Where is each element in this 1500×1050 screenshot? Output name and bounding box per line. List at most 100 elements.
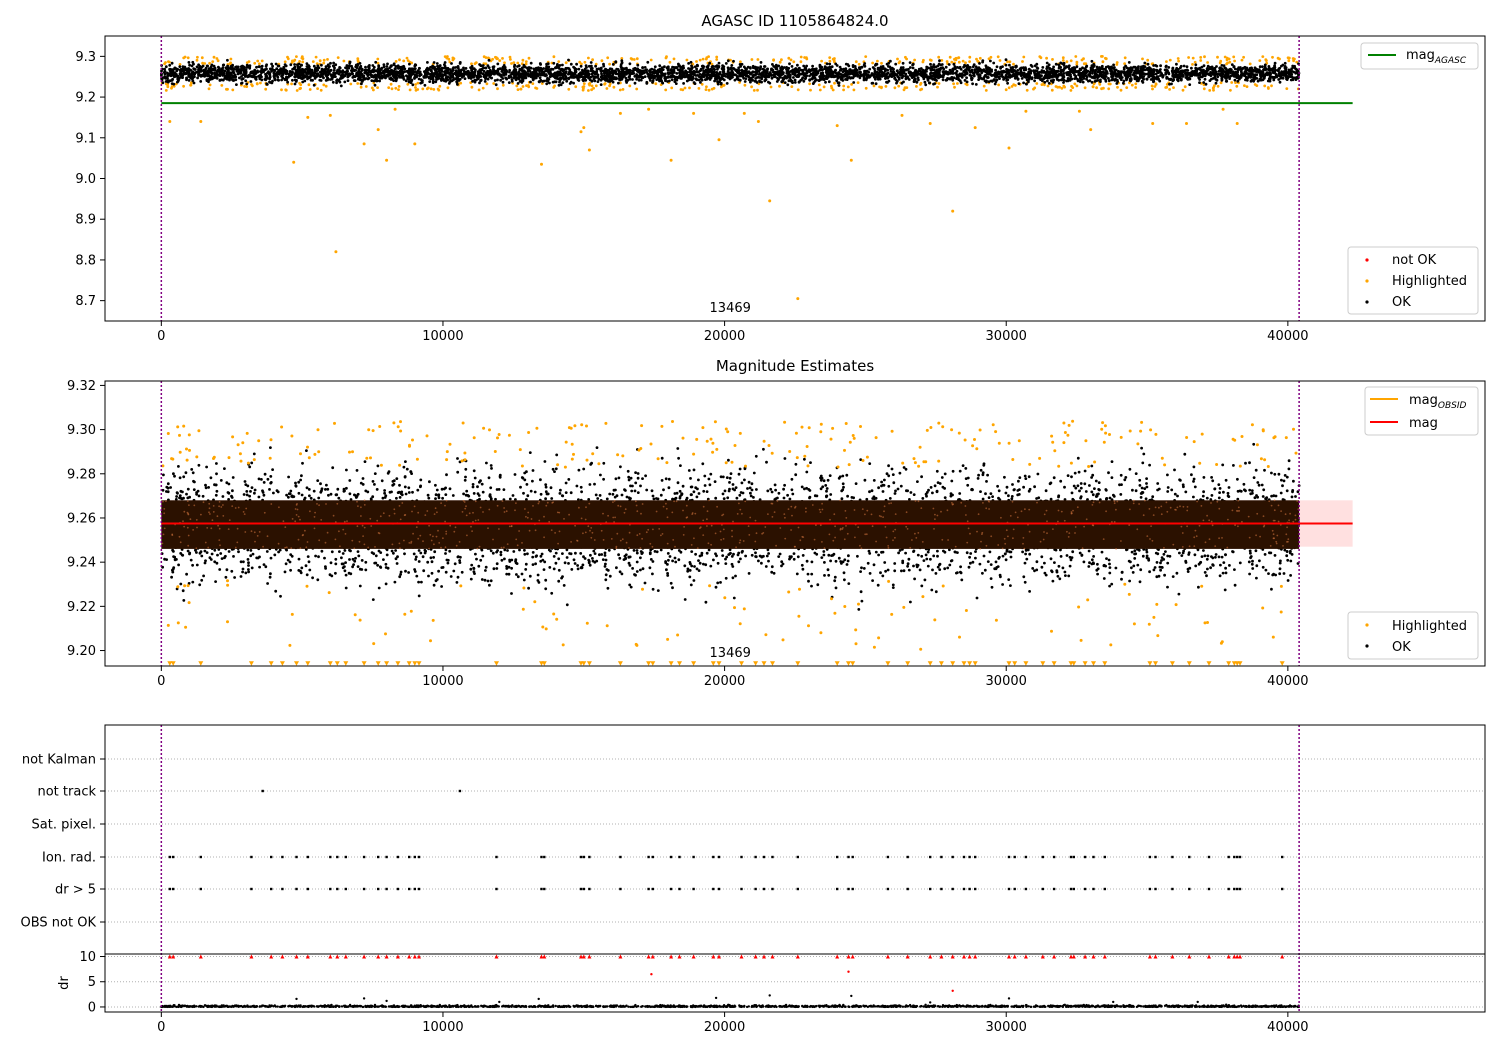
highlighted-point [535, 87, 539, 90]
ok-point [193, 68, 197, 71]
ok-point [658, 64, 662, 68]
ok-point [486, 69, 489, 73]
highlighted-point [608, 82, 612, 86]
ok-point [463, 77, 467, 80]
highlighted-point [635, 87, 639, 91]
highlighted-point [828, 56, 832, 59]
ok-point [358, 62, 362, 65]
ok-point [1043, 80, 1047, 84]
highlighted-point [1248, 62, 1252, 66]
highlighted-point [876, 59, 879, 63]
ok-point [270, 62, 273, 66]
highlighted-point [515, 84, 519, 88]
ok-point [228, 78, 231, 82]
ok-point [559, 68, 563, 72]
highlighted-point [707, 55, 710, 58]
highlighted-point [621, 88, 625, 91]
ok-point [802, 73, 806, 77]
ok-point [328, 65, 331, 68]
ok-point [346, 73, 350, 77]
highlighted-point [578, 60, 582, 64]
ok-point [431, 79, 435, 83]
ok-point [503, 66, 507, 69]
ok-point [688, 69, 692, 72]
ok-point [1259, 75, 1263, 79]
ok-point [933, 82, 937, 85]
ok-point [215, 70, 219, 73]
ok-point [384, 70, 388, 74]
ok-point [492, 67, 495, 71]
ok-point [1128, 74, 1132, 78]
ok-point [608, 67, 612, 71]
highlighted-point [397, 88, 400, 91]
ok-point [1040, 79, 1044, 83]
ok-point [828, 62, 832, 66]
highlighted-point [552, 55, 556, 59]
highlighted-point [1074, 55, 1078, 58]
ok-point [663, 77, 667, 80]
highlighted-point [1177, 59, 1180, 63]
ok-point [1193, 69, 1197, 73]
highlighted-point [1193, 60, 1197, 64]
ok-point [379, 75, 383, 79]
ok-point [392, 62, 396, 66]
highlighted-point [1187, 56, 1190, 59]
highlighted-point [1270, 84, 1273, 88]
highlighted-point [1199, 56, 1203, 59]
ok-point [836, 74, 840, 77]
ok-point [777, 64, 781, 68]
highlighted-point [1010, 85, 1014, 88]
ok-point [260, 75, 263, 79]
ok-point [972, 72, 976, 75]
highlighted-point [251, 84, 254, 88]
ok-point [409, 73, 413, 76]
ok-point [780, 80, 784, 84]
highlighted-point [672, 57, 676, 61]
ok-point [452, 78, 455, 82]
highlighted-point [664, 88, 668, 92]
highlighted-point [259, 81, 262, 85]
highlighted-point [519, 87, 523, 91]
ok-point [627, 75, 631, 79]
ok-point [848, 72, 851, 76]
ok-point [594, 64, 597, 68]
highlighted-point [1203, 55, 1206, 59]
highlighted-point [872, 84, 876, 88]
ok-point [534, 66, 538, 70]
highlighted-point [1181, 88, 1185, 92]
ok-point [231, 63, 235, 67]
ok-point [696, 64, 699, 68]
ok-point [620, 59, 624, 63]
ok-point [1020, 77, 1024, 80]
ok-point [883, 69, 887, 73]
ok-point [373, 83, 377, 87]
ok-point [1035, 62, 1039, 66]
ok-point [808, 78, 811, 82]
ok-point [1090, 59, 1094, 63]
highlighted-point [1050, 88, 1054, 92]
ok-point [957, 74, 961, 78]
highlighted-point [1134, 86, 1138, 89]
ok-point [710, 74, 714, 78]
ok-point [599, 69, 603, 73]
highlighted-point [322, 61, 326, 65]
ok-point [908, 61, 912, 64]
highlighted-point [336, 56, 340, 59]
ok-point [873, 71, 877, 75]
ok-point [1057, 69, 1060, 73]
ok-point [440, 66, 444, 70]
ok-point [521, 66, 524, 69]
highlighted-point [707, 88, 711, 92]
ok-point [200, 65, 204, 69]
ok-point [771, 63, 774, 66]
ok-point [168, 73, 172, 77]
ok-point [989, 59, 992, 63]
ok-point [289, 63, 293, 67]
ok-point [568, 82, 572, 85]
ok-point [1122, 81, 1125, 85]
ok-point [682, 82, 685, 85]
ok-point [1045, 61, 1049, 65]
highlighted-point [681, 88, 685, 92]
highlighted-point [720, 85, 723, 89]
highlighted-point [183, 55, 187, 59]
